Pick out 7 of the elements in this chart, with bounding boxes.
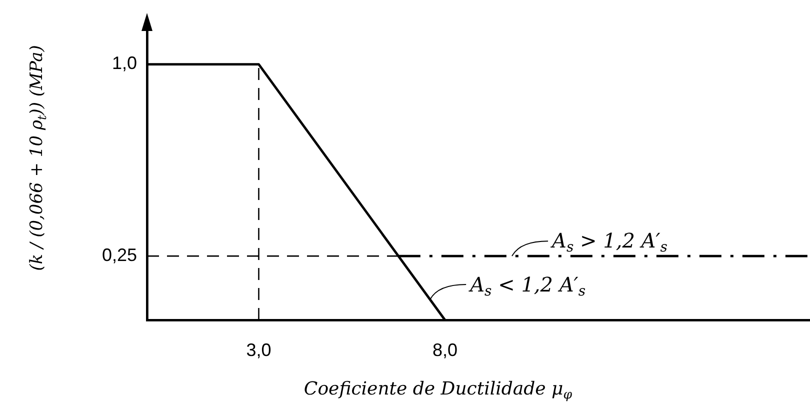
y-tick-label: 0,25	[102, 245, 137, 266]
x-axis-title: Coeficiente de Ductilidade μ$_{φ}$	[304, 378, 572, 402]
annotation: A$_{s}$ > 1,2 A′$_{s}$	[552, 228, 668, 256]
y-tick-label: 1,0	[112, 53, 137, 74]
x-tick-label: 3,0	[246, 340, 272, 360]
x-tick-label: 8,0	[432, 340, 458, 360]
annotation: A$_{s}$ < 1,2 A′$_{s}$	[470, 272, 586, 300]
